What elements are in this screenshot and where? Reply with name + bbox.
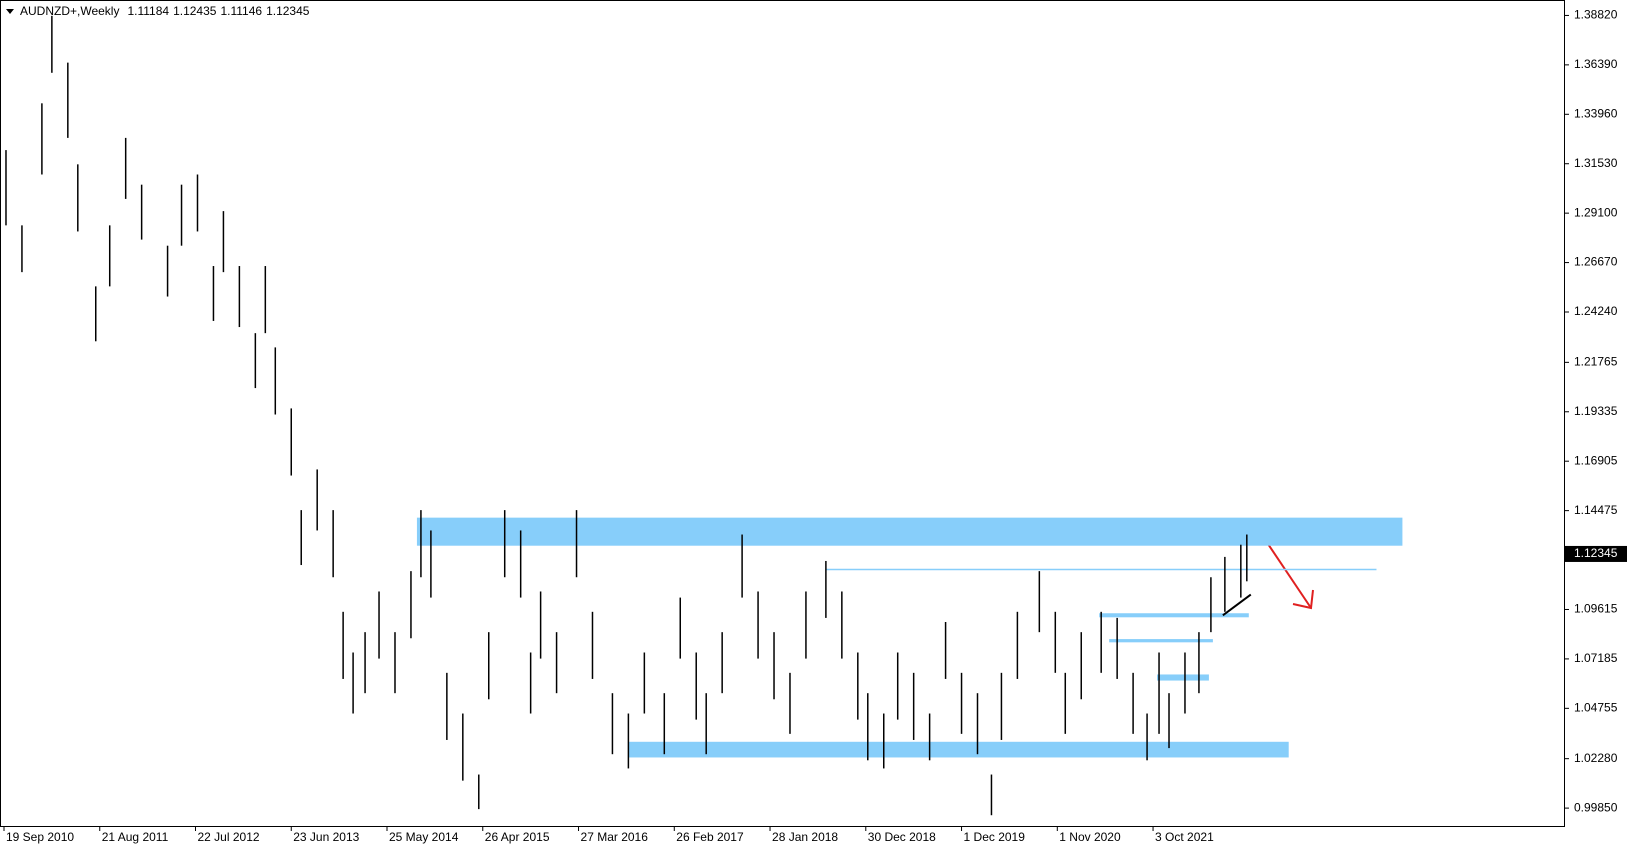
zone	[416, 517, 1403, 546]
x-tick-label: 22 Jul 2012	[198, 830, 260, 844]
y-tick-label: 1.02280	[1574, 751, 1618, 765]
y-tick-label: 1.26670	[1574, 255, 1618, 269]
zone	[1157, 674, 1209, 681]
x-tick-label: 1 Nov 2020	[1059, 830, 1121, 844]
y-tick-label: 1.14475	[1574, 503, 1618, 517]
y-tick-label: 1.07185	[1574, 651, 1618, 665]
red-arrow	[1261, 534, 1314, 610]
y-tick-label: 1.21765	[1574, 355, 1618, 369]
zone	[1109, 639, 1213, 643]
y-tick-label: 1.19335	[1574, 404, 1618, 418]
y-tick-label: 1.31530	[1574, 156, 1618, 170]
x-tick-label: 26 Feb 2017	[676, 830, 744, 844]
open: 1.11184	[127, 4, 169, 18]
close: 1.12345	[266, 4, 310, 18]
x-tick-label: 21 Aug 2011	[102, 830, 169, 844]
y-tick-label: 1.36390	[1574, 57, 1618, 71]
y-tick-label: 1.38820	[1574, 8, 1618, 22]
price-label: 1.12345	[1574, 546, 1618, 560]
high: 1.12435	[173, 4, 217, 18]
x-tick-label: 25 May 2014	[389, 830, 459, 844]
symbol: AUDNZD+,Weekly	[20, 4, 119, 18]
low: 1.11146	[220, 4, 262, 18]
zone	[1099, 613, 1249, 618]
x-tick-label: 3 Oct 2021	[1155, 830, 1214, 844]
y-tick-label: 1.16905	[1574, 453, 1618, 467]
price-label-bg	[1565, 545, 1627, 562]
x-tick-label: 23 Jun 2013	[293, 830, 359, 844]
x-tick-label: 26 Apr 2015	[485, 830, 550, 844]
y-tick-label: 0.99850	[1574, 800, 1618, 814]
x-tick-label: 30 Dec 2018	[868, 830, 936, 844]
zone	[628, 741, 1289, 758]
drawn-line	[1222, 593, 1252, 617]
plot-frame	[0, 0, 1565, 827]
y-tick-label: 1.33960	[1574, 106, 1618, 120]
x-tick-label: 19 Sep 2010	[6, 830, 74, 844]
x-tick-label: 28 Jan 2018	[772, 830, 838, 844]
x-tick-label: 27 Mar 2016	[581, 830, 649, 844]
chart-header: AUDNZD+,Weekly 1.11184 1.12435 1.11146 1.123…	[20, 4, 310, 18]
x-tick-label: 1 Dec 2019	[964, 830, 1026, 844]
y-tick-label: 1.29100	[1574, 205, 1618, 219]
y-tick-label: 1.09615	[1574, 602, 1618, 616]
y-tick-label: 1.24240	[1574, 304, 1618, 318]
menu-arrow[interactable]	[6, 9, 14, 14]
y-tick-label: 1.04755	[1574, 701, 1618, 715]
